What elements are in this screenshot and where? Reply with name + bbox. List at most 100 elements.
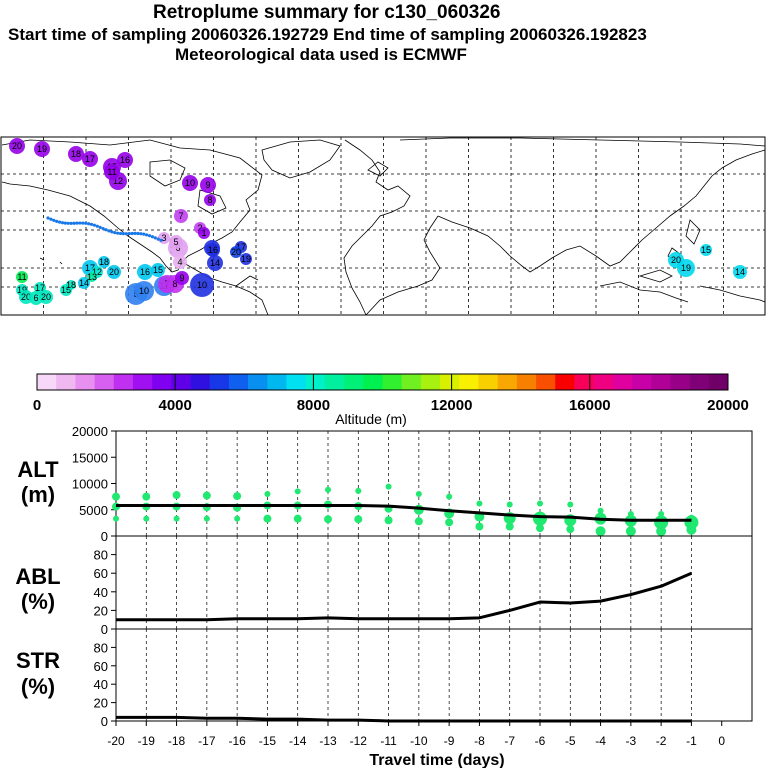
plume-marker [200, 177, 216, 193]
trajectory-dot [75, 221, 79, 225]
altitude-scatter-point [294, 488, 301, 495]
altitude-scatter-point [505, 522, 514, 531]
plume-day-label: 12 [92, 267, 102, 277]
colorbar-cell [440, 374, 460, 390]
colorbar-cell [670, 374, 690, 390]
altitude-scatter-point [506, 501, 513, 508]
plume-day-label: 17 [85, 263, 95, 273]
altitude-scatter-point [354, 515, 363, 524]
plume-day-label: 20 [12, 141, 22, 151]
y-tick-label: 20 [94, 603, 108, 618]
trajectory-dot [127, 231, 131, 236]
altitude-scatter-point [203, 515, 210, 522]
abl-label-line1: ABL [15, 564, 60, 589]
colorbar-cell [37, 374, 57, 390]
y-tick-label: 60 [94, 659, 108, 674]
plume-day-label: 9 [205, 180, 210, 190]
plume-day-label: 5 [173, 237, 178, 247]
plume-marker [117, 152, 133, 168]
altitude-colorbar: 0 4000 8000 12000 16000 20000 Altitude (m) [33, 373, 749, 427]
plume-marker [169, 235, 183, 249]
colorbar-cell [420, 374, 441, 390]
panel-abl: 0 20 40 60 80 [94, 535, 753, 637]
coastlines [1, 137, 766, 316]
x-tick-label: -6 [535, 734, 546, 748]
colorbar-cell [248, 374, 268, 390]
colorbar-cell [94, 374, 115, 390]
colorbar-tick-label: 4000 [159, 397, 192, 414]
y-tick-label: 60 [94, 566, 108, 581]
altitude-scatter-point [112, 492, 120, 501]
trajectory-dot [92, 223, 96, 227]
altitude-scatter-point [597, 507, 604, 514]
series-line [116, 571, 693, 622]
plume-day-label: 20 [231, 247, 241, 257]
trajectory-dot [84, 221, 88, 225]
plume-day-label: 14 [210, 258, 220, 268]
plume-day-label: 18 [99, 257, 109, 267]
plume-marker [9, 138, 25, 154]
x-axis-label: Travel time (days) [369, 752, 504, 768]
altitude-scatter-point [476, 500, 483, 507]
altitude-scatter-point [658, 510, 665, 517]
colorbar-cell [536, 374, 556, 390]
x-tick-label: -1 [686, 734, 697, 748]
colorbar-cell [113, 374, 134, 390]
plume-day-label: 13 [87, 272, 97, 282]
plume-day-label: 15 [61, 285, 71, 295]
altitude-scatter-point [113, 515, 119, 522]
plume-marker [204, 194, 216, 206]
y-tick-label: 80 [94, 640, 108, 655]
x-tick-label: -13 [319, 734, 337, 748]
trajectory-dot [78, 221, 82, 225]
trajectory-dot [136, 231, 140, 236]
altitude-scatter-point [537, 500, 543, 507]
chart-title: Retroplume summary for c130_060326 [153, 2, 501, 23]
altitude-scatter-point [446, 493, 453, 500]
colorbar-cell [209, 374, 230, 390]
y-tick-label: 20000 [72, 424, 108, 439]
plume-day-label: 16 [208, 245, 218, 255]
alt-label-line1: ALT [17, 457, 59, 482]
colorbar-cell [689, 374, 710, 390]
colorbar-cell [478, 374, 498, 390]
altitude-scatter-point [143, 515, 150, 522]
plume-marker [82, 151, 98, 167]
trajectory-dot [133, 231, 137, 236]
trajectory-dot [60, 221, 65, 225]
x-tick-label: -16 [228, 734, 246, 748]
plume-day-label: 8 [207, 195, 212, 205]
plume-marker [87, 272, 97, 282]
trajectory-dot [121, 232, 125, 236]
trajectory-dot [118, 231, 123, 236]
plume-day-label: 15 [153, 265, 163, 275]
plume-day-label: 12 [113, 176, 123, 186]
world-map: 2019181715161211109876543211314161719201… [0, 136, 766, 316]
colorbar-cell [497, 374, 518, 390]
trajectory-dot [63, 221, 67, 225]
plume-day-label: 19 [241, 254, 251, 264]
trajectory-dot [89, 222, 94, 226]
trajectory-dot [145, 233, 149, 237]
altitude-scatter-point [355, 487, 362, 494]
altitude-scatter-point [445, 518, 454, 527]
plume-marker [668, 252, 684, 268]
trajectory-dot [150, 235, 154, 239]
trajectory-dot [139, 232, 143, 236]
plume-marker [190, 273, 214, 297]
altitude-scatter-point [384, 516, 393, 525]
x-tick-label: -8 [474, 734, 485, 748]
trajectory-dot [46, 216, 50, 220]
trajectory-dot [130, 231, 134, 236]
y-tick-label: 0 [101, 714, 108, 729]
altitude-scatter-point [172, 491, 181, 500]
trajectory-dot [87, 222, 91, 226]
plume-day-label: 17 [85, 154, 95, 164]
x-tick-label: -12 [350, 734, 368, 748]
altitude-scatter-point [324, 515, 332, 524]
plume-marker [206, 243, 220, 257]
colorbar-cell [56, 374, 76, 390]
x-tick-label: -15 [259, 734, 277, 748]
plume-day-label: 20 [41, 292, 51, 302]
x-tick-label: -11 [380, 734, 397, 748]
